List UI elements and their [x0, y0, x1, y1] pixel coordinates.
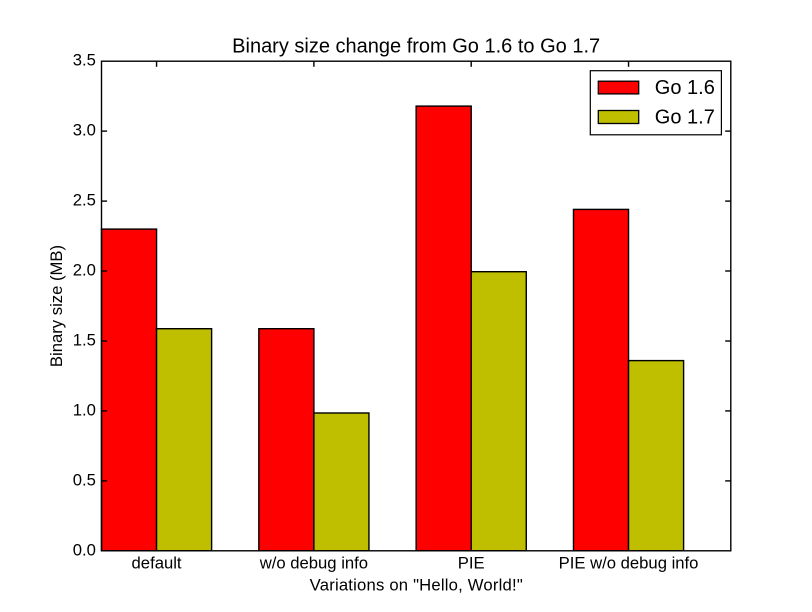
svg-text:3.5: 3.5: [73, 51, 96, 70]
svg-text:2.0: 2.0: [73, 261, 96, 280]
svg-text:w/o debug info: w/o debug info: [259, 554, 368, 573]
svg-text:Go 1.6: Go 1.6: [655, 77, 715, 99]
svg-text:default: default: [132, 554, 182, 573]
svg-text:1.0: 1.0: [73, 400, 96, 419]
svg-text:Variations on "Hello, World!": Variations on "Hello, World!": [310, 575, 523, 594]
svg-text:PIE w/o debug info: PIE w/o debug info: [559, 554, 699, 573]
svg-text:0.5: 0.5: [73, 470, 96, 489]
svg-text:0.0: 0.0: [73, 540, 96, 559]
svg-text:3.0: 3.0: [73, 121, 96, 140]
svg-text:PIE: PIE: [458, 554, 485, 573]
svg-text:2.5: 2.5: [73, 191, 96, 210]
svg-text:Binary size change from Go 1.6: Binary size change from Go 1.6 to Go 1.7: [232, 36, 600, 58]
svg-text:Binary size (MB): Binary size (MB): [47, 245, 66, 367]
svg-text:1.5: 1.5: [73, 331, 96, 350]
svg-text:Go 1.7: Go 1.7: [655, 107, 715, 129]
